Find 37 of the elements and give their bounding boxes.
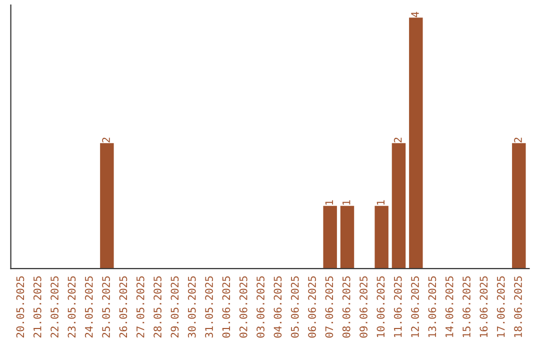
x-tick-label: 16.06.2025 (480, 276, 488, 338)
x-tick-label: 30.05.2025 (188, 276, 196, 338)
x-tick-label: 14.06.2025 (445, 276, 454, 338)
x-tick-label: 25.05.2025 (102, 276, 110, 338)
x-tick-label: 04.06.2025 (274, 276, 282, 338)
data-label: 2 (394, 138, 402, 142)
x-tick-label: 31.05.2025 (205, 276, 213, 338)
x-tick-label: 29.05.2025 (170, 276, 179, 338)
x-tick-label: 17.06.2025 (496, 276, 505, 338)
x-tick-label: 08.06.2025 (342, 276, 350, 338)
x-tick-label: 01.06.2025 (222, 276, 230, 338)
data-label: 2 (514, 138, 522, 142)
x-tick-label: 05.06.2025 (290, 276, 299, 338)
x-tick-label: 03.06.2025 (256, 276, 264, 338)
x-tick-label: 20.05.2025 (16, 276, 24, 338)
x-tick-label: 24.05.2025 (84, 276, 93, 338)
x-tick-label: 13.06.2025 (428, 276, 436, 338)
x-tick-label: 23.05.2025 (68, 276, 76, 338)
x-tick-label: 18.06.2025 (514, 276, 522, 338)
x-tick-label: 10.06.2025 (376, 276, 385, 338)
x-tick-label: 21.05.2025 (33, 276, 42, 338)
data-label: 1 (325, 200, 333, 205)
x-tick-label: 15.06.2025 (462, 276, 470, 338)
data-label: 1 (376, 200, 384, 205)
x-tick-label: 02.06.2025 (239, 276, 248, 338)
x-tick-label: 26.05.2025 (119, 276, 128, 338)
data-label: 2 (102, 138, 110, 142)
x-tick-label: 27.05.2025 (136, 276, 144, 338)
x-tick-label: 28.05.2025 (154, 276, 162, 338)
x-tick-label: 07.06.2025 (325, 276, 334, 338)
x-tick-label: 06.06.2025 (308, 276, 316, 338)
data-label: 4 (411, 12, 419, 18)
x-tick-label: 11.06.2025 (394, 276, 402, 338)
x-tick-label: 12.06.2025 (411, 276, 419, 338)
x-tick-label: 09.06.2025 (360, 276, 368, 338)
data-label: 1 (342, 200, 350, 205)
x-tick-label: 22.05.2025 (50, 276, 58, 338)
